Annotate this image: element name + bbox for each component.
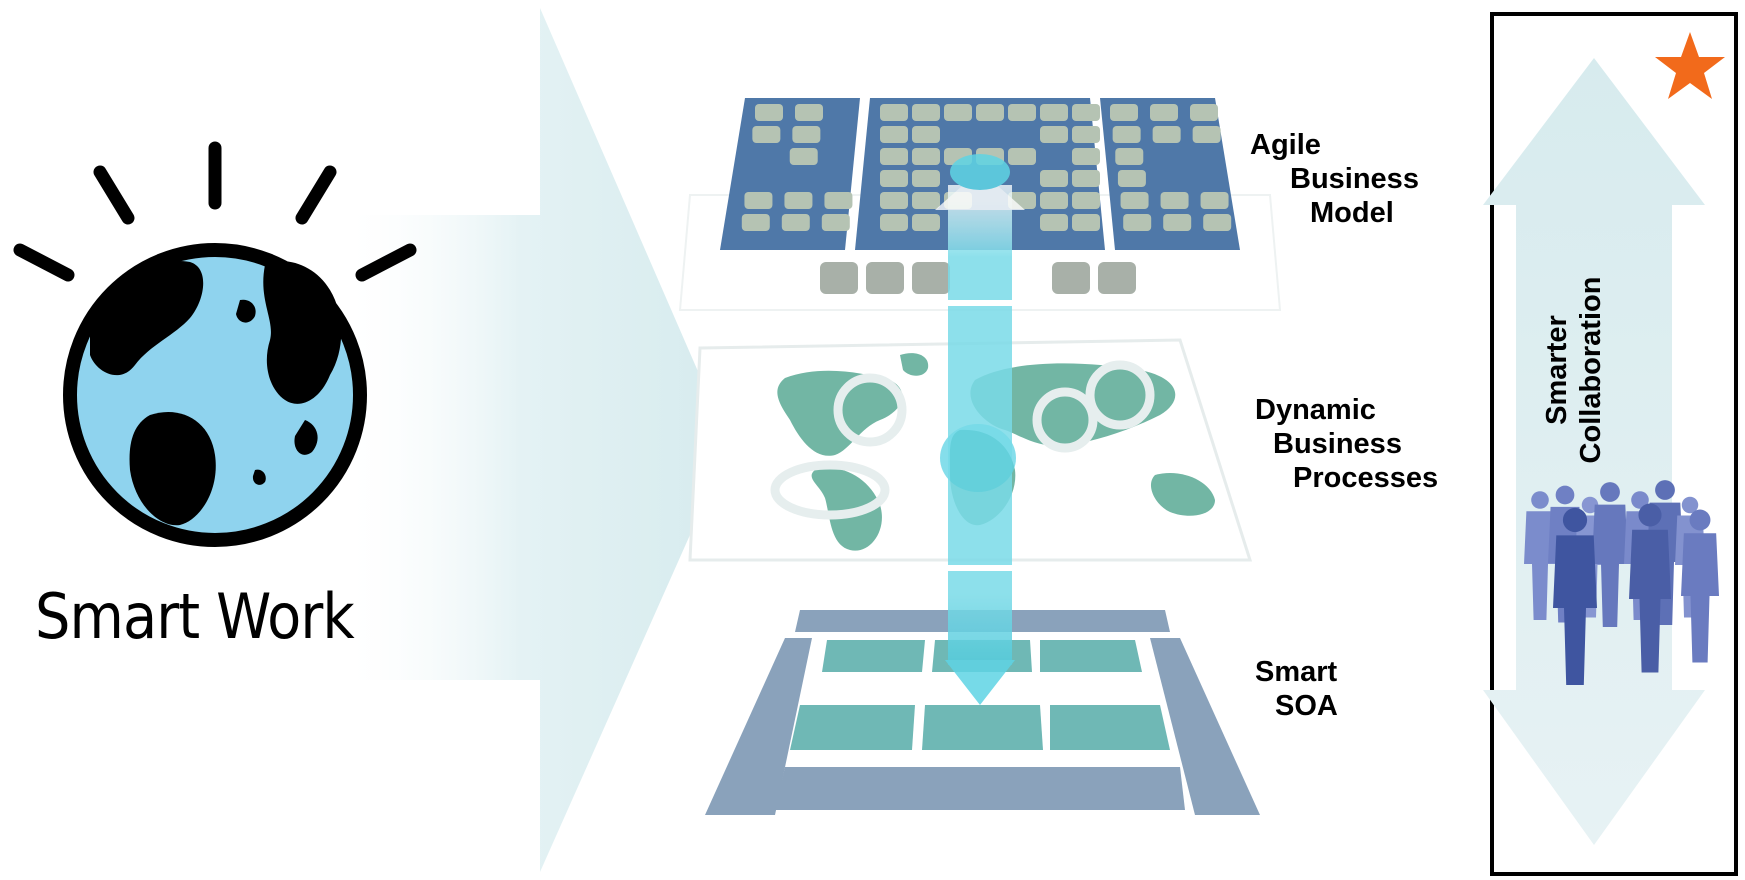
grid-tile xyxy=(1040,126,1068,143)
grid-tile xyxy=(1150,104,1178,121)
grid-tile xyxy=(1008,148,1036,165)
grid-tile xyxy=(1123,214,1152,231)
label-line: Collaboration xyxy=(1575,276,1607,464)
grid-tile xyxy=(1072,104,1100,121)
label-line: Business xyxy=(1273,428,1402,460)
dynamic-business-processes-label: Dynamic Business Processes xyxy=(1255,393,1438,495)
grid-tile xyxy=(1203,214,1232,231)
grid-tile xyxy=(912,126,940,143)
grid-tile xyxy=(1152,126,1181,143)
grid-tile xyxy=(821,214,850,231)
grid-tile xyxy=(880,148,908,165)
label-line: SOA xyxy=(1275,690,1338,722)
smarter-collaboration-label: Smarter Collaboration xyxy=(1541,270,1607,470)
process-rings xyxy=(770,360,1155,520)
transition-arrow xyxy=(350,8,730,872)
label-line: Processes xyxy=(1293,462,1439,494)
grid-tile xyxy=(1117,170,1146,187)
grid-tile xyxy=(944,104,972,121)
label-line: Model xyxy=(1310,197,1394,229)
grid-tile xyxy=(744,192,773,209)
grid-tile xyxy=(1040,104,1068,121)
grid-tile xyxy=(741,214,770,231)
grid-tile xyxy=(1040,192,1068,209)
grid-tile xyxy=(1160,192,1189,209)
label-line: Smart xyxy=(1255,656,1338,688)
grid-tile xyxy=(824,192,853,209)
grid-tile xyxy=(1192,126,1221,143)
grid-tile xyxy=(1008,104,1036,121)
grid-tile xyxy=(1200,192,1229,209)
grid-tile xyxy=(784,192,813,209)
grid-tile xyxy=(912,170,940,187)
grid-tile xyxy=(880,170,908,187)
label-line: Business xyxy=(1290,163,1419,195)
grid-tile xyxy=(795,104,823,121)
grid-tile xyxy=(1072,192,1100,209)
grid-tile xyxy=(880,192,908,209)
grid-tile xyxy=(1072,126,1100,143)
grid-tile xyxy=(880,126,908,143)
agile-business-model-label: Agile Business Model xyxy=(1250,128,1419,230)
dynamic-business-processes-layer xyxy=(688,338,1253,562)
grid-tile xyxy=(1072,148,1100,165)
grid-tile xyxy=(1115,148,1144,165)
label-line: Dynamic xyxy=(1255,394,1376,426)
smart-work-title: Smart Work xyxy=(35,580,355,653)
grid-tile xyxy=(755,104,783,121)
grid-tile xyxy=(1040,214,1068,231)
grid-tile xyxy=(792,126,821,143)
grid-tile xyxy=(880,214,908,231)
vertical-beam-arrow xyxy=(935,154,1025,705)
grid-tile xyxy=(752,126,781,143)
tile-shadow-row xyxy=(820,262,1136,294)
grid-tile xyxy=(976,104,1004,121)
grid-tile xyxy=(1190,104,1218,121)
smarter-collaboration-panel xyxy=(1490,12,1738,876)
grid-tile xyxy=(1072,214,1100,231)
grid-tile xyxy=(912,214,940,231)
grid-tile xyxy=(1112,126,1141,143)
grid-tile xyxy=(1040,170,1068,187)
grid-tile xyxy=(912,104,940,121)
label-line: Smarter xyxy=(1541,315,1573,425)
label-line: Agile xyxy=(1250,129,1321,161)
smarter-planet-globe-icon xyxy=(13,141,417,547)
grid-tile xyxy=(912,192,940,209)
grid-tile xyxy=(912,148,940,165)
grid-tile xyxy=(880,104,908,121)
grid-tile xyxy=(1072,170,1100,187)
grid-tile xyxy=(781,214,810,231)
grid-tile xyxy=(1120,192,1149,209)
grid-tile xyxy=(1110,104,1138,121)
grid-tile xyxy=(789,148,818,165)
grid-tile xyxy=(1163,214,1192,231)
smart-soa-label: Smart SOA xyxy=(1255,655,1338,723)
agile-business-model-layer xyxy=(678,98,1282,311)
